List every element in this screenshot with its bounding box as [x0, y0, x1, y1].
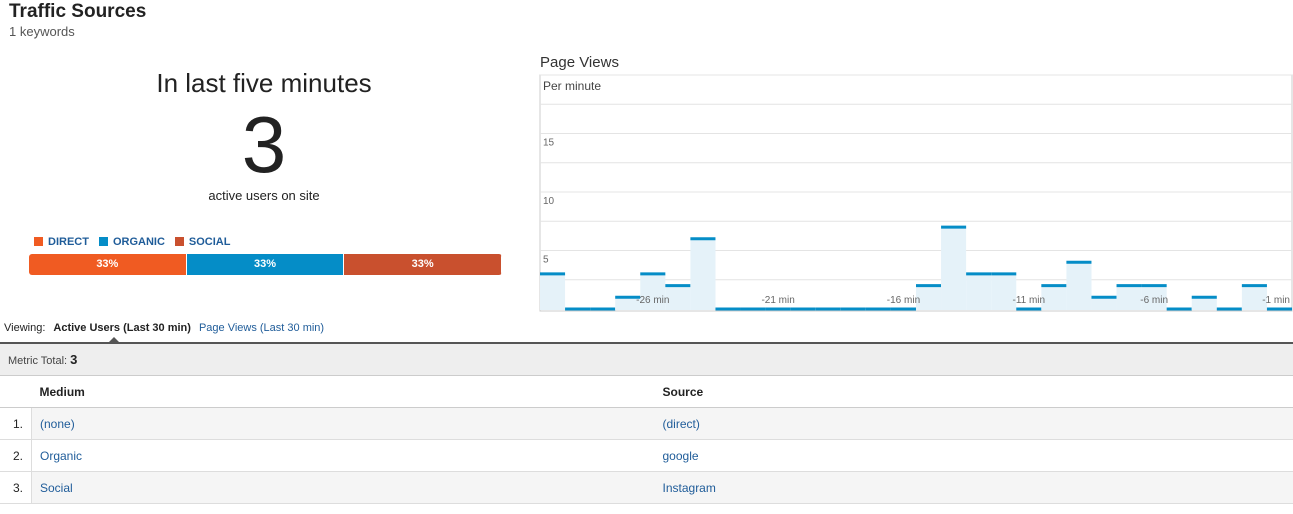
- x-tick-label: -1 min: [1262, 295, 1290, 306]
- segment-label: 33%: [411, 258, 434, 270]
- column-header: Source: [654, 377, 1293, 408]
- legend-swatch: [98, 237, 108, 246]
- summary-caption: active users on site: [208, 188, 320, 203]
- segment: 33%: [186, 254, 345, 275]
- x-tick-label: -11 min: [1012, 295, 1045, 306]
- table-cell[interactable]: Social: [31, 471, 655, 504]
- x-tick-label: -26 min: [636, 295, 669, 306]
- table-cell[interactable]: Organic: [31, 439, 655, 472]
- legend-item: SOCIAL: [174, 236, 231, 248]
- bar: [665, 285, 691, 310]
- table: Medium Source 1. (none) (direct) 2. Organic go…: [0, 377, 1293, 504]
- legend-swatch: [34, 237, 43, 246]
- bar: [941, 227, 967, 310]
- legend-label: DIRECT: [48, 236, 89, 248]
- legend-swatch: [174, 237, 184, 246]
- bar: [540, 273, 566, 310]
- table-cell[interactable]: Instagram: [654, 471, 1293, 504]
- bar: [615, 297, 641, 310]
- bar: [1066, 262, 1092, 310]
- chart: Page Views Per minute 5 10 15 -26 min -21 mi…: [539, 54, 1293, 312]
- x-tick-label: -6 min: [1140, 295, 1168, 306]
- metric-total: Metric Total: 3: [0, 342, 1293, 376]
- segment: 33%: [344, 254, 502, 275]
- bar: [991, 273, 1017, 310]
- segment-label: 33%: [96, 258, 119, 270]
- table-cell[interactable]: google: [654, 439, 1293, 472]
- bar: [1041, 285, 1067, 310]
- tabs: Viewing: Active Users (Last 30 min) Page…: [4, 322, 324, 334]
- table-row: 3. Social Instagram: [0, 471, 1293, 504]
- bar: [1116, 285, 1142, 310]
- bar: [1241, 285, 1267, 310]
- bar: [640, 273, 666, 310]
- x-tick-label: -21 min: [761, 295, 794, 306]
- tab[interactable]: Page Views (Last 30 min): [198, 322, 325, 334]
- legend-item: DIRECT: [34, 236, 89, 248]
- y-tick-label: 15: [543, 138, 555, 149]
- page-title: Traffic Sources: [9, 1, 147, 22]
- x-tick-label: -16 min: [887, 295, 920, 306]
- column-header: Medium: [31, 377, 655, 408]
- tab[interactable]: Active Users (Last 30 min): [53, 322, 191, 334]
- row-rank: 3.: [0, 471, 32, 504]
- bar: [1191, 297, 1217, 310]
- row-rank: 1.: [0, 407, 32, 440]
- bar: [1141, 285, 1167, 310]
- table-row: 1. (none) (direct): [0, 407, 1293, 440]
- segment: 33%: [29, 254, 187, 275]
- tab-pointer: [108, 337, 120, 343]
- tabs-label: Viewing:: [4, 322, 46, 334]
- table-row: 2. Organic google: [0, 439, 1293, 472]
- segment-label: 33%: [253, 258, 276, 270]
- legend-label: SOCIAL: [188, 236, 231, 248]
- chart-subtitle: Per minute: [543, 79, 601, 93]
- metric-value: 3: [70, 352, 78, 367]
- y-tick-label: 5: [543, 255, 549, 266]
- row-rank: 2.: [0, 439, 32, 472]
- legend-item: ORGANIC: [98, 236, 165, 248]
- legend: DIRECT ORGANIC SOCIAL: [34, 236, 230, 248]
- bar: [1091, 297, 1117, 310]
- active-count: 3: [241, 100, 287, 189]
- metric-label: Metric Total:: [8, 355, 68, 367]
- bar: [690, 238, 716, 310]
- table-cell[interactable]: (direct): [654, 407, 1293, 440]
- page-subtitle: 1 keywords: [9, 24, 75, 39]
- legend-label: ORGANIC: [112, 236, 165, 248]
- segment-bar: 33% 33% 33%: [29, 254, 502, 275]
- table-cell[interactable]: (none): [31, 407, 655, 440]
- summary-heading: In last five minutes: [156, 68, 372, 98]
- y-tick-label: 10: [543, 196, 555, 207]
- bar: [916, 285, 942, 310]
- chart-title: Page Views: [540, 54, 619, 71]
- bar: [966, 273, 992, 310]
